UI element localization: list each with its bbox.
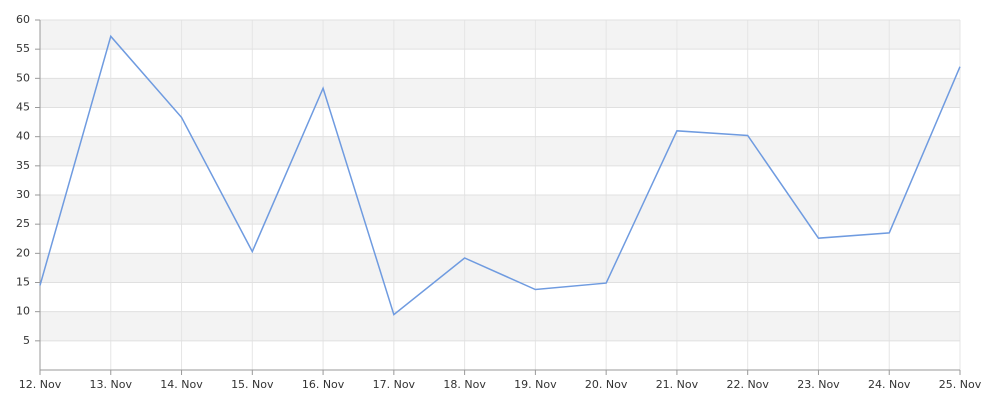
y-tick-label: 20 xyxy=(16,246,30,259)
y-tick-label: 55 xyxy=(16,42,30,55)
grid-band xyxy=(40,78,960,108)
y-tick-label: 25 xyxy=(16,217,30,230)
x-tick-label: 19. Nov xyxy=(514,378,557,391)
y-tick-label: 15 xyxy=(16,276,30,289)
grid-band xyxy=(40,20,960,50)
y-tick-label: 35 xyxy=(16,159,30,172)
y-tick-label: 30 xyxy=(16,188,30,201)
x-tick-label: 15. Nov xyxy=(231,378,274,391)
x-tick-label: 25. Nov xyxy=(939,378,982,391)
x-tick-label: 12. Nov xyxy=(19,378,62,391)
data-line xyxy=(39,34,961,316)
x-tick-label: 14. Nov xyxy=(160,378,203,391)
grid-band xyxy=(40,136,960,166)
y-tick-label: 5 xyxy=(23,334,30,347)
x-tick-label: 20. Nov xyxy=(585,378,628,391)
grid-band xyxy=(40,195,960,225)
x-tick-label: 13. Nov xyxy=(90,378,133,391)
y-tick-label: 10 xyxy=(16,305,30,318)
x-tick-label: 22. Nov xyxy=(726,378,769,391)
x-tick-label: 23. Nov xyxy=(797,378,840,391)
x-tick-label: 24. Nov xyxy=(868,378,911,391)
grid-band xyxy=(40,311,960,341)
y-tick-label: 50 xyxy=(16,71,30,84)
x-tick-label: 21. Nov xyxy=(656,378,699,391)
x-tick-label: 18. Nov xyxy=(443,378,486,391)
x-tick-label: 16. Nov xyxy=(302,378,345,391)
y-tick-label: 60 xyxy=(16,13,30,26)
y-tick-label: 40 xyxy=(16,130,30,143)
y-tick-label: 45 xyxy=(16,101,30,114)
grid-band xyxy=(40,253,960,283)
x-tick-label: 17. Nov xyxy=(373,378,416,391)
